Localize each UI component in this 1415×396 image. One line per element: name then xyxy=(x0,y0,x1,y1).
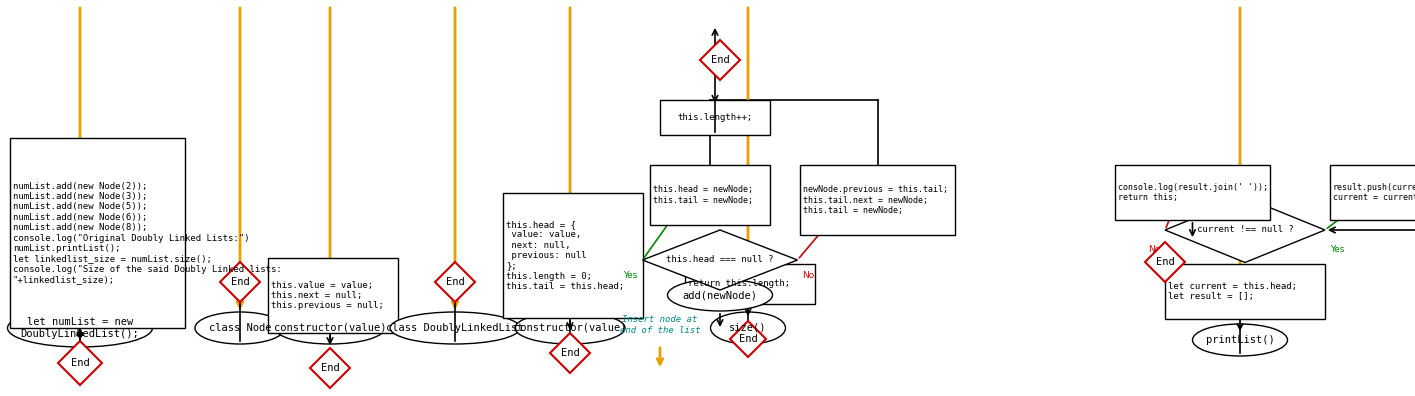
Text: let current = this.head;
let result = [];: let current = this.head; let result = []… xyxy=(1167,282,1298,301)
Polygon shape xyxy=(310,348,350,388)
Text: End: End xyxy=(321,363,340,373)
FancyBboxPatch shape xyxy=(1330,165,1415,220)
Text: this.length++;: this.length++; xyxy=(678,113,753,122)
Text: constructor(value): constructor(value) xyxy=(273,323,386,333)
Polygon shape xyxy=(642,230,798,290)
Ellipse shape xyxy=(668,279,773,311)
Text: size(): size() xyxy=(729,323,767,333)
Polygon shape xyxy=(1145,242,1184,282)
Text: No: No xyxy=(1148,246,1160,255)
Text: let numList = new
DoublyLinkedList();: let numList = new DoublyLinkedList(); xyxy=(21,317,139,339)
Text: current !== null ?: current !== null ? xyxy=(1197,225,1293,234)
Ellipse shape xyxy=(7,309,153,347)
FancyBboxPatch shape xyxy=(685,264,815,304)
Polygon shape xyxy=(700,40,740,80)
Text: this.value = value;
this.next = null;
this.previous = null;: this.value = value; this.next = null; th… xyxy=(272,281,383,310)
Text: add(newNode): add(newNode) xyxy=(682,290,757,300)
FancyBboxPatch shape xyxy=(10,138,185,328)
Ellipse shape xyxy=(1193,324,1288,356)
Text: return this.length;: return this.length; xyxy=(688,280,790,289)
Polygon shape xyxy=(550,333,590,373)
Text: newNode.previous = this.tail;
this.tail.next = newNode;
this.tail = newNode;: newNode.previous = this.tail; this.tail.… xyxy=(802,185,948,215)
Ellipse shape xyxy=(710,312,785,344)
Text: End: End xyxy=(446,277,464,287)
Text: printList(): printList() xyxy=(1206,335,1275,345)
Text: End: End xyxy=(231,277,249,287)
Polygon shape xyxy=(219,262,260,302)
Ellipse shape xyxy=(275,312,385,344)
Text: constructor(value): constructor(value) xyxy=(514,323,627,333)
Text: End: End xyxy=(71,358,89,368)
Polygon shape xyxy=(434,262,475,302)
Text: class Node: class Node xyxy=(209,323,272,333)
Text: End: End xyxy=(1156,257,1174,267)
FancyBboxPatch shape xyxy=(659,100,770,135)
Text: this.head = newNode;
this.tail = newNode;: this.head = newNode; this.tail = newNode… xyxy=(652,185,753,205)
Ellipse shape xyxy=(515,312,625,344)
FancyBboxPatch shape xyxy=(649,165,770,225)
Text: numList.add(new Node(2));
numList.add(new Node(3));
numList.add(new Node(5));
nu: numList.add(new Node(2)); numList.add(ne… xyxy=(13,182,282,284)
FancyBboxPatch shape xyxy=(1165,264,1324,319)
Text: Yes: Yes xyxy=(1330,246,1344,255)
Text: console.log(result.join(' '));
return this;: console.log(result.join(' ')); return th… xyxy=(1118,183,1268,202)
Text: class DoublyLinkedList: class DoublyLinkedList xyxy=(386,323,524,333)
Text: result.push(current.value);
current = current.next;: result.push(current.value); current = cu… xyxy=(1333,183,1415,202)
Polygon shape xyxy=(730,321,766,357)
Text: this.head = {
 value: value,
 next: null,
 previous: null
};
this.length = 0;
th: this.head = { value: value, next: null, … xyxy=(507,220,624,291)
Text: End: End xyxy=(560,348,579,358)
Polygon shape xyxy=(1165,198,1324,263)
FancyBboxPatch shape xyxy=(502,193,642,318)
Text: Insert node at
end of the list: Insert node at end of the list xyxy=(620,315,700,335)
Text: Yes: Yes xyxy=(623,270,638,280)
FancyBboxPatch shape xyxy=(1115,165,1271,220)
Text: No: No xyxy=(802,270,815,280)
FancyBboxPatch shape xyxy=(267,258,398,333)
Text: this.head === null ?: this.head === null ? xyxy=(666,255,774,265)
Ellipse shape xyxy=(391,312,519,344)
Text: End: End xyxy=(710,55,729,65)
FancyBboxPatch shape xyxy=(799,165,955,235)
Ellipse shape xyxy=(195,312,284,344)
Text: End: End xyxy=(739,334,757,344)
Polygon shape xyxy=(58,341,102,385)
